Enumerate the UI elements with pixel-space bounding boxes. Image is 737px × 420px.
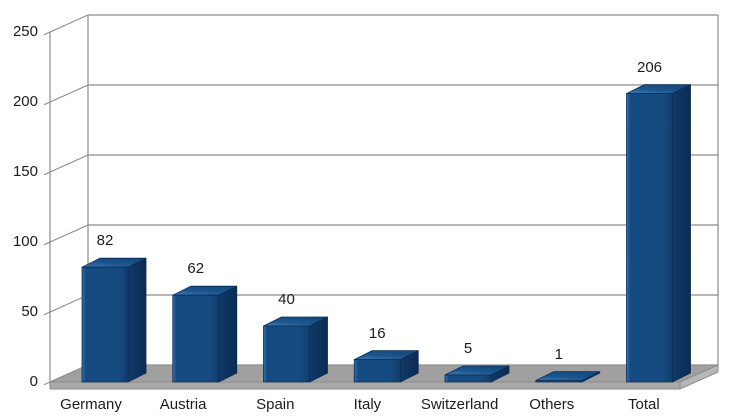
value-label: 40 (278, 291, 295, 308)
category-label: Others (529, 396, 575, 413)
category-label: Total (628, 396, 660, 413)
value-label: 62 (187, 260, 205, 278)
category-label: Switzerland (420, 396, 499, 413)
value-label: 1 (554, 345, 563, 363)
bar-switzerland (444, 365, 510, 383)
value-label: 16 (368, 324, 386, 342)
value-label: 5 (463, 340, 473, 357)
bar-others (535, 371, 601, 383)
category-label: Italy (353, 396, 382, 413)
bar-total (626, 84, 691, 383)
bar-germany (81, 257, 147, 383)
category-label: Germany (60, 396, 122, 413)
value-label: 206 (636, 58, 663, 76)
bar-italy (353, 350, 419, 383)
category-label: Austria (159, 396, 207, 413)
bar-spain (263, 316, 328, 383)
bars (81, 84, 691, 383)
value-label: 82 (96, 232, 114, 250)
y-tick-label: 0 (29, 373, 38, 390)
y-tick-label: 150 (12, 163, 38, 180)
y-tick-label: 50 (21, 303, 38, 320)
category-label: Spain (256, 396, 295, 413)
y-tick-label: 100 (12, 233, 38, 250)
bar-austria (172, 285, 238, 383)
y-tick-label: 250 (12, 23, 38, 40)
y-tick-label: 200 (12, 93, 38, 110)
